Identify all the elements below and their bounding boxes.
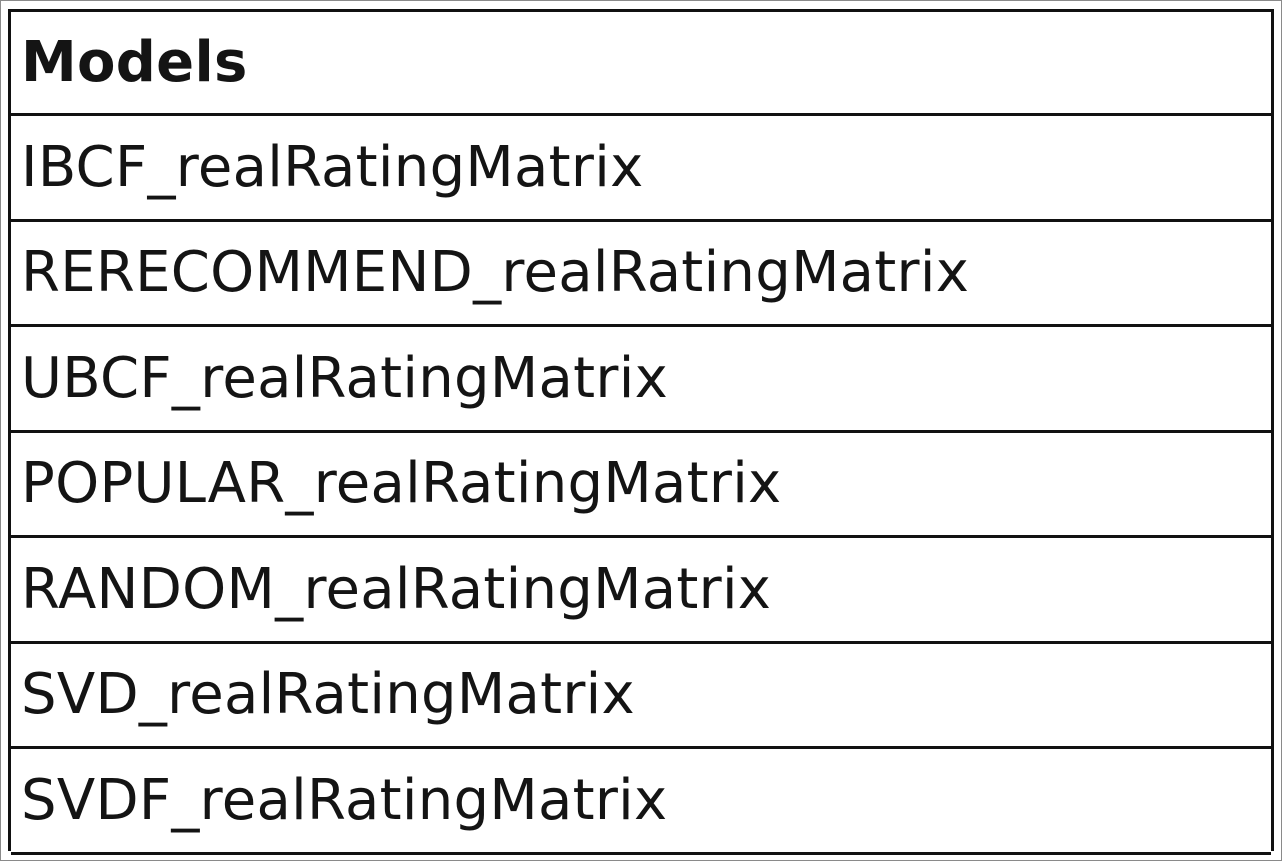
- models-table: Models IBCF_realRatingMatrix RERECOMMEND…: [8, 9, 1274, 855]
- table-row: RERECOMMEND_realRatingMatrix: [11, 222, 1271, 327]
- table-header-models: Models: [11, 12, 1271, 116]
- table-row: SVD_realRatingMatrix: [11, 644, 1271, 749]
- table-row: IBCF_realRatingMatrix: [11, 116, 1271, 222]
- table-row: SVDF_realRatingMatrix: [11, 749, 1271, 855]
- table-row: POPULAR_realRatingMatrix: [11, 433, 1271, 538]
- table-row: UBCF_realRatingMatrix: [11, 327, 1271, 433]
- table-row: RANDOM_realRatingMatrix: [11, 538, 1271, 644]
